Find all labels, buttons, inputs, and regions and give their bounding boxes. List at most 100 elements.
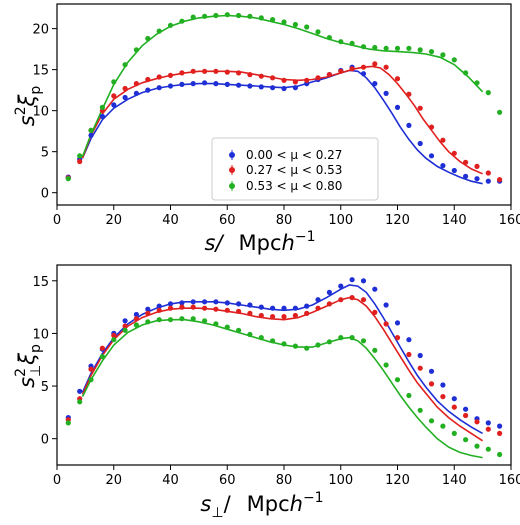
data-point-blue — [463, 173, 469, 179]
data-point-blue — [417, 352, 423, 359]
legend-box — [211, 137, 379, 201]
data-point-red — [258, 73, 264, 79]
data-point-green — [122, 62, 128, 68]
data-point-green — [497, 451, 503, 458]
data-point-blue — [417, 140, 423, 147]
data-point-blue — [111, 102, 117, 108]
data-point-green — [213, 321, 219, 327]
data-point-green — [338, 39, 344, 45]
data-point-red — [236, 70, 242, 76]
data-point-red — [440, 394, 446, 400]
data-point-green — [360, 44, 367, 50]
data-point-green — [292, 21, 298, 28]
data-point-blue — [167, 83, 174, 89]
data-point-green — [202, 13, 208, 19]
x-tick-label: 100 — [328, 473, 353, 488]
x-tick-label: 60 — [219, 473, 236, 488]
data-point-green — [145, 35, 151, 42]
bottom-x-axis-label: s⊥/Mpch−1 — [200, 490, 323, 521]
data-point-blue — [326, 289, 332, 295]
data-point-blue — [497, 423, 503, 429]
data-point-blue — [383, 90, 389, 96]
data-point-blue — [463, 406, 469, 412]
data-point-green — [270, 17, 276, 23]
data-point-red — [383, 64, 389, 70]
data-point-green — [383, 45, 389, 51]
legend-label-1: 0.27 < μ < 0.53 — [246, 163, 342, 177]
data-point-red — [417, 105, 423, 111]
data-point-blue — [133, 90, 139, 96]
top-points — [65, 12, 503, 184]
data-point-green — [258, 15, 264, 21]
data-point-blue — [224, 81, 230, 87]
data-point-blue — [236, 82, 242, 88]
data-point-red — [440, 137, 446, 143]
data-point-red — [258, 312, 264, 319]
data-point-green — [213, 12, 219, 19]
data-point-red — [133, 316, 139, 322]
data-point-blue — [315, 297, 321, 303]
bottom-panel: 0 20 40 60 80 100 120 140 160 0 5 10 15 s⊥/Mpch−1 s2… — [13, 264, 520, 521]
data-point-blue — [338, 283, 344, 289]
x-tick-label: 140 — [442, 473, 467, 488]
legend-marker-green — [229, 183, 235, 189]
data-point-red — [394, 335, 401, 341]
data-point-green — [292, 343, 298, 349]
data-point-green — [497, 109, 503, 115]
legend-label-0: 0.00 < μ < 0.27 — [246, 148, 342, 162]
data-point-red — [202, 305, 208, 311]
data-point-green — [428, 418, 435, 424]
model-curve-blue — [81, 69, 483, 185]
bottom-curves — [81, 284, 484, 459]
data-point-red — [122, 323, 128, 329]
data-point-green — [326, 339, 332, 345]
data-point-blue — [236, 301, 242, 307]
x-tick-label: 40 — [162, 473, 179, 488]
data-point-blue — [156, 303, 162, 309]
top-x-axis-label: s/Mpch−1 — [205, 229, 316, 255]
x-tick-label: 80 — [276, 213, 293, 228]
data-point-green — [281, 19, 287, 25]
data-point-green — [247, 13, 253, 19]
data-point-green — [406, 392, 412, 399]
data-point-blue — [281, 85, 287, 92]
data-point-green — [304, 345, 310, 351]
data-point-red — [202, 68, 208, 74]
data-point-blue — [383, 302, 389, 308]
bottom-y-axis-label: s2⊥ξp — [13, 344, 44, 388]
data-point-green — [474, 443, 480, 449]
data-point-green — [133, 47, 139, 53]
data-point-red — [451, 404, 457, 410]
x-tick-label: 120 — [385, 213, 410, 228]
data-point-red — [292, 312, 298, 319]
data-point-green — [326, 35, 332, 41]
data-point-red — [451, 150, 457, 156]
data-point-blue — [122, 94, 128, 101]
y-tick-label: 15 — [32, 275, 49, 290]
data-point-red — [88, 366, 94, 372]
y-tick-label: 10 — [32, 105, 49, 120]
data-point-blue — [88, 132, 94, 138]
data-point-blue — [292, 305, 298, 311]
data-point-green — [338, 335, 344, 341]
x-tick-label: 160 — [499, 473, 520, 488]
top-panel: 0 20 40 60 80 100 120 140 160 0 5 10 15 20 s/Mpch−1 s… — [13, 3, 520, 255]
x-tick-label: 160 — [499, 213, 520, 228]
model-curve-red — [81, 296, 484, 442]
y-tick-label: 15 — [32, 64, 49, 79]
data-point-red — [474, 419, 480, 425]
x-tick-label: 20 — [105, 473, 122, 488]
model-curve-blue — [81, 284, 483, 435]
data-point-blue — [292, 85, 298, 91]
data-point-red — [304, 77, 310, 83]
data-point-green — [65, 420, 71, 426]
data-point-green — [349, 40, 355, 47]
data-point-blue — [451, 396, 457, 402]
legend: 0.00 < μ < 0.27 0.27 < μ < 0.53 0.53 < μ… — [211, 137, 379, 201]
data-point-green — [77, 153, 83, 159]
x-tick-label: 120 — [385, 473, 410, 488]
legend-marker-blue — [229, 152, 235, 158]
data-point-red — [349, 66, 355, 72]
data-point-blue — [258, 84, 264, 90]
